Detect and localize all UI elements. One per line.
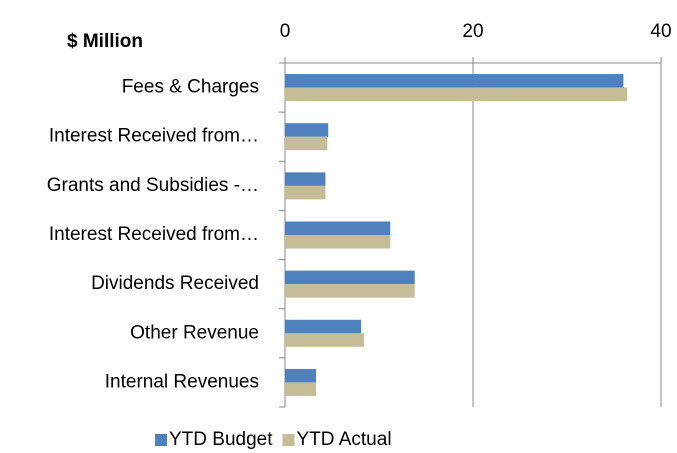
y-tick-label: Interest Received from…: [49, 126, 259, 147]
legend-swatch: [155, 434, 167, 446]
bar: [285, 382, 317, 396]
bar: [285, 185, 326, 200]
bar: [285, 270, 415, 285]
bar: [285, 284, 415, 298]
bar: [285, 333, 364, 347]
x-tick-label: 20: [462, 21, 483, 42]
y-tick-label: Dividends Received: [91, 273, 259, 294]
bar: [285, 221, 391, 235]
bar: [285, 368, 317, 383]
y-tick-label: Fees & Charges: [122, 77, 259, 98]
y-tick-label: Other Revenue: [130, 322, 259, 343]
bar: [285, 74, 624, 88]
legend-label: YTD Budget: [169, 429, 273, 450]
bar: [285, 319, 362, 334]
bar: [285, 172, 326, 186]
y-tick-label: Grants and Subsidies -…: [47, 175, 259, 196]
bar: [285, 87, 628, 102]
x-tick-label: 0: [280, 21, 291, 42]
bar: [285, 123, 329, 137]
x-tick-label: 40: [650, 21, 671, 42]
legend-label: YTD Actual: [297, 429, 392, 450]
legend-swatch: [282, 434, 295, 446]
axis-unit-label: $ Million: [67, 31, 143, 52]
bar: [285, 136, 328, 151]
y-tick-label: Internal Revenues: [105, 371, 259, 392]
bar: [285, 235, 391, 249]
y-tick-label: Interest Received from…: [49, 224, 259, 245]
